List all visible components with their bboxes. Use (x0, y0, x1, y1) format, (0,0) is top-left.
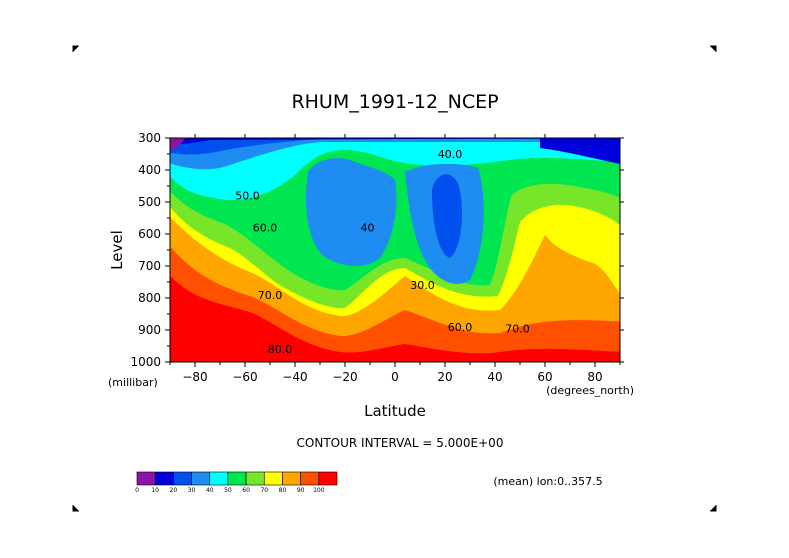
contour-label: 50.0 (235, 190, 260, 203)
contour-label: 40.0 (438, 148, 463, 161)
contour-band-30 (170, 138, 620, 201)
colorbar: 0 10 20 30 40 50 60 70 80 90 100 (135, 471, 338, 494)
y-tick-label: 500 (138, 195, 161, 209)
colorbar-label: 0 (135, 487, 139, 494)
colorbar-swatch (263, 471, 283, 486)
y-axis-title: Level (108, 230, 126, 270)
colorbar-label: 100 (313, 487, 325, 494)
y-tick-label: 400 (138, 163, 161, 177)
colorbar-swatch (191, 471, 211, 486)
y-tick-label: 1000 (130, 355, 161, 369)
contour-label: 60.0 (448, 321, 473, 334)
contour-band-20 (170, 138, 620, 170)
colorbar-label: 80 (279, 487, 287, 494)
contour-band-0 (170, 138, 620, 145)
colorbar-swatch (136, 471, 156, 486)
colorbar-swatch (282, 471, 301, 486)
colorbar-swatch (227, 471, 247, 486)
colorbar-label: 70 (260, 487, 268, 494)
x-axis-title: Latitude (364, 402, 426, 420)
contour-band-top-purple (170, 138, 186, 151)
y-tick-label: 700 (138, 259, 161, 273)
colorbar-swatch (300, 471, 320, 486)
contour-label: 70.0 (505, 322, 530, 335)
colorbar-swatch (245, 471, 265, 486)
contour-band-dry-core (432, 174, 462, 258)
x-tick-label: 0 (391, 370, 399, 384)
contour-field (170, 138, 620, 362)
colorbar-swatch (154, 471, 174, 486)
contour-labels: 40.0 50.0 40 60.0 30.0 70.0 60.0 70.0 80.0 (235, 148, 530, 356)
y-tick-label: 600 (138, 227, 161, 241)
contour-label: 80.0 (268, 343, 293, 356)
colorbar-swatch (209, 471, 229, 486)
colorbar-label: 90 (297, 487, 305, 494)
x-tick-label: 80 (587, 370, 602, 384)
colorbar-swatch (173, 471, 192, 486)
x-tick-label: −80 (182, 370, 207, 384)
contour-label: 70.0 (258, 289, 283, 302)
colorbar-label: 20 (170, 487, 178, 494)
x-axis: −80 −60 −40 −20 0 20 40 60 80 (169, 134, 621, 384)
x-tick-label: 20 (437, 370, 452, 384)
colorbar-label: 10 (151, 487, 159, 494)
mean-text: (mean) lon:0..357.5 (493, 475, 602, 488)
x-tick-label: 60 (537, 370, 552, 384)
x-tick-label: −60 (232, 370, 257, 384)
x-axis-unit: (degrees_north) (546, 384, 634, 397)
x-tick-label: 40 (487, 370, 502, 384)
y-tick-label: 900 (138, 323, 161, 337)
contour-band-dry-center (306, 158, 397, 266)
colorbar-label: 60 (242, 487, 250, 494)
contour-interval-text: CONTOUR INTERVAL = 5.000E+00 (297, 436, 504, 450)
x-tick-label: −40 (282, 370, 307, 384)
y-axis-unit: (millibar) (108, 376, 158, 389)
corner-marks (72, 45, 717, 512)
chart-title: RHUM_1991-12_NCEP (291, 91, 498, 113)
colorbar-label: 40 (206, 487, 214, 494)
contour-label: 40 (361, 222, 375, 235)
x-tick-label: −20 (332, 370, 357, 384)
y-axis: 300 400 500 600 700 800 900 1000 (130, 131, 624, 369)
contour-label: 60.0 (253, 222, 278, 235)
y-tick-label: 800 (138, 291, 161, 305)
colorbar-label: 30 (188, 487, 196, 494)
y-tick-label: 300 (138, 131, 161, 145)
colorbar-label: 50 (224, 487, 232, 494)
contour-label: 30.0 (410, 279, 435, 292)
colorbar-swatch (318, 471, 338, 486)
contour-band-top (540, 138, 620, 164)
